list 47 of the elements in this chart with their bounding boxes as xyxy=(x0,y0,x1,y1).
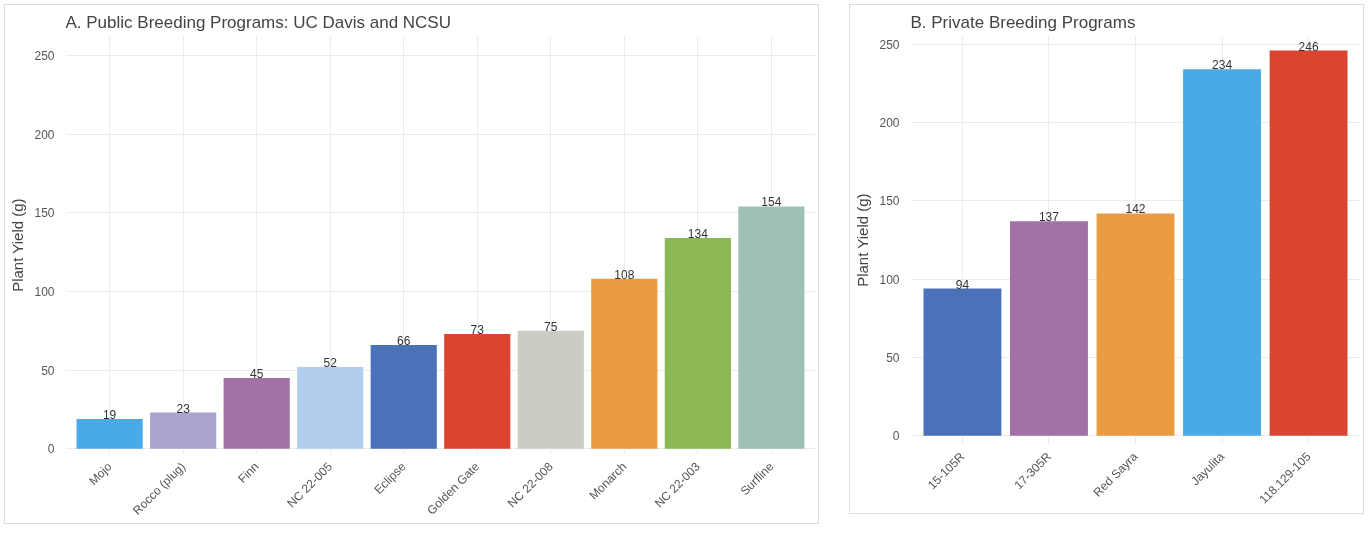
y-tick-label: 150 xyxy=(34,206,55,221)
bar xyxy=(150,412,217,449)
y-axis-title: Plant Yield (g) xyxy=(854,193,872,287)
bar xyxy=(76,418,143,449)
y-tick-label: 250 xyxy=(34,48,55,63)
y-tick-label: 100 xyxy=(34,284,55,299)
y-tick-label: 100 xyxy=(879,272,900,287)
data-label: 246 xyxy=(1298,39,1319,54)
y-tick-label: 0 xyxy=(892,429,900,444)
data-label: 137 xyxy=(1038,210,1060,225)
x-tick-label: Finn xyxy=(235,459,262,486)
data-label: 94 xyxy=(955,277,970,292)
y-tick-label: 200 xyxy=(34,127,55,142)
bar xyxy=(1183,69,1261,436)
bar xyxy=(664,237,731,449)
data-label: 234 xyxy=(1212,58,1233,73)
data-label: 45 xyxy=(250,366,264,381)
data-label: 73 xyxy=(470,322,485,337)
bar xyxy=(1010,221,1088,436)
y-tick-label: 50 xyxy=(41,363,55,378)
bar xyxy=(923,288,1002,436)
data-label: 142 xyxy=(1125,202,1146,217)
y-tick-label: 200 xyxy=(879,116,900,131)
y-tick-label: 0 xyxy=(47,442,55,457)
bar xyxy=(444,333,511,449)
y-tick-label: 250 xyxy=(879,37,900,52)
bar xyxy=(297,366,364,449)
y-tick-label: 150 xyxy=(879,194,900,209)
bar xyxy=(1269,50,1348,436)
chart-title: B. Private Breeding Programs xyxy=(910,12,1136,32)
data-label: 134 xyxy=(687,226,709,241)
y-tick-label: 50 xyxy=(886,350,900,365)
chart-title: A. Public Breeding Programs: UC Davis and NCSU xyxy=(65,12,451,32)
data-label: 108 xyxy=(614,267,635,282)
data-label: 66 xyxy=(397,333,411,348)
bar xyxy=(370,344,437,449)
bar xyxy=(738,206,805,449)
y-axis-title: Plant Yield (g) xyxy=(9,198,27,292)
bar xyxy=(517,330,584,449)
data-label: 23 xyxy=(176,401,191,416)
data-label: 75 xyxy=(544,319,558,334)
bar xyxy=(223,377,290,449)
bar xyxy=(1096,213,1175,436)
data-label: 52 xyxy=(323,355,338,370)
bar xyxy=(591,278,658,449)
data-label: 19 xyxy=(102,407,117,422)
data-label: 154 xyxy=(761,195,782,210)
